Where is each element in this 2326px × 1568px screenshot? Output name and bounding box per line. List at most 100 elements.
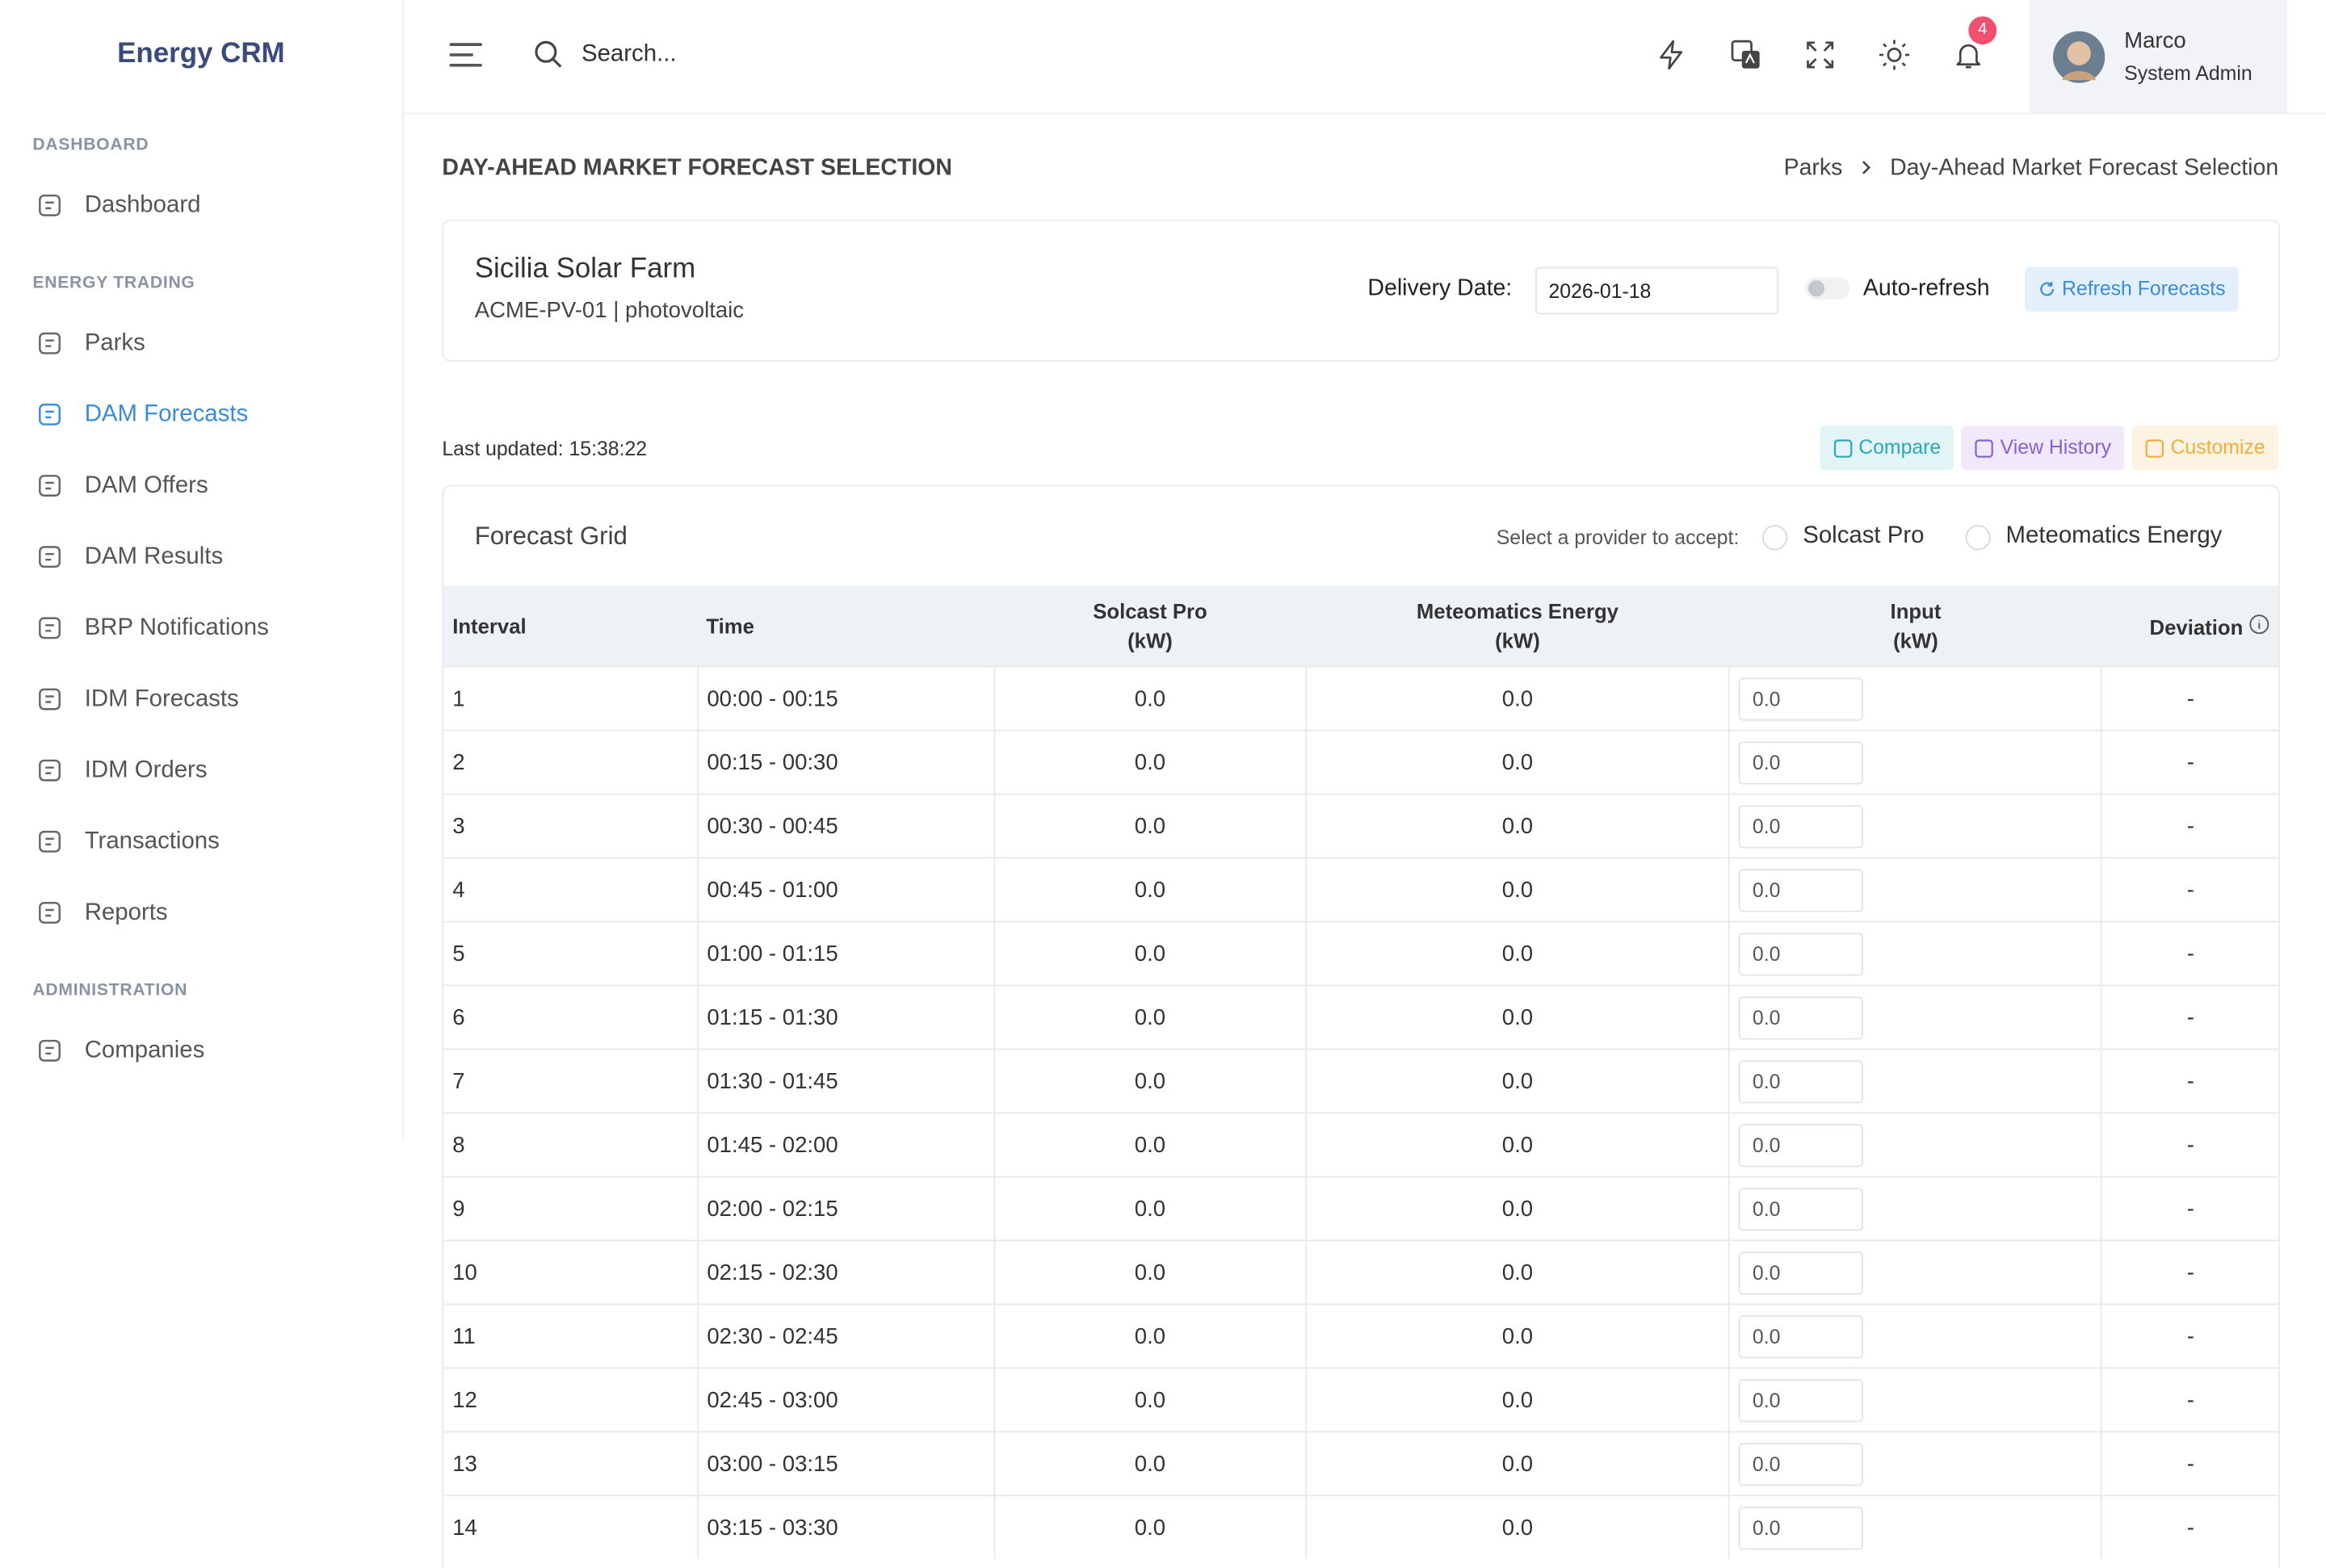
auto-refresh-toggle[interactable] [1805,277,1850,300]
time: 00:00 - 00:15 [707,685,838,711]
table-cell: 7 [443,1048,698,1113]
table-cell: 0.0 [1304,920,1730,986]
table-cell: - [2101,1239,2279,1305]
delivery-date-input[interactable] [1535,266,1779,315]
meteomatics-value: 0.0 [1501,877,1534,903]
nav-item-label: Reports [84,899,168,925]
input-cell[interactable] [1739,1187,1864,1231]
quick-action[interactable] [1656,39,1688,71]
column-unit: (kW) [1893,628,1938,653]
input-cell[interactable] [1739,1059,1864,1103]
input-cell[interactable] [1739,1123,1864,1167]
input-cell[interactable] [1739,1506,1864,1549]
interval: 6 [452,1004,465,1030]
column-header: Meteomatics Energy (kW) [1305,585,1730,667]
nav-item[interactable]: IDM Orders [36,757,208,785]
breadcrumb[interactable]: Parks [1783,155,1843,182]
table-cell: - [2101,1048,2279,1113]
input-cell[interactable] [1739,677,1864,720]
nav-item-label: DAM Offers [84,472,208,498]
table-cell: 0.0 [1304,793,1730,858]
time: 02:00 - 02:15 [707,1196,838,1222]
table-cell: 0.0 [993,1239,1306,1305]
input-cell[interactable] [1739,1442,1864,1486]
provider-radio[interactable] [1965,524,1992,550]
action-button[interactable]: View History [1961,426,2125,471]
input-cell[interactable] [1739,1251,1864,1294]
input-cell[interactable] [1739,1378,1864,1422]
table-cell: 0.0 [993,1367,1306,1432]
table-cell: 0.0 [993,1495,1306,1559]
table-cell: 0.0 [993,1431,1306,1496]
input-cell[interactable] [1739,804,1864,848]
table-cell: 02:00 - 02:15 [696,1176,995,1241]
solcast-value: 0.0 [1134,941,1166,966]
table-cell: 13 [443,1431,698,1496]
table-cell: - [2101,1431,2279,1496]
input-cell[interactable] [1739,932,1864,975]
table-row: 10 02:15 - 02:30 0.0 0.0 - [443,1239,2279,1305]
time: 00:30 - 00:45 [707,813,838,839]
meteomatics-value: 0.0 [1501,941,1534,966]
table-row: 2 00:15 - 00:30 0.0 0.0 - [443,729,2279,794]
table-row: 1 00:00 - 00:15 0.0 0.0 - [443,665,2279,731]
nav-item[interactable]: DAM Offers [36,472,208,500]
nav-item[interactable]: Transactions [36,828,220,856]
nav-icon [39,403,61,426]
solcast-value: 0.0 [1134,1323,1166,1349]
action-button[interactable]: Customize [2131,426,2279,471]
nav-item[interactable]: Reports [36,899,168,927]
time: 02:45 - 03:00 [707,1387,838,1413]
input-cell[interactable] [1739,868,1864,912]
table-cell: 0.0 [993,793,1306,858]
nav-item[interactable]: Dashboard [36,191,200,220]
meteomatics-value: 0.0 [1501,1068,1534,1094]
table-cell: 0.0 [1304,1112,1730,1177]
table-cell: - [2101,1112,2279,1177]
avatar [2052,31,2106,83]
solcast-value: 0.0 [1134,877,1166,903]
table-cell [1728,984,2102,1050]
table-row: 5 01:00 - 01:15 0.0 0.0 - [443,920,2279,986]
refresh-button-label: Refresh Forecasts [2062,277,2226,300]
input-cell[interactable] [1739,740,1864,784]
theme-toggle[interactable] [1878,39,1910,71]
table-cell: 02:30 - 02:45 [696,1303,995,1369]
search-input[interactable] [578,40,1030,70]
table-cell: 0.0 [993,984,1306,1050]
deviation: - [2186,749,2194,775]
fullscreen[interactable] [1803,39,1836,71]
language[interactable] [1730,39,1762,71]
table-row: 12 02:45 - 03:00 0.0 0.0 - [443,1367,2279,1432]
table-cell: 6 [443,984,698,1050]
table-cell: 02:45 - 03:00 [696,1367,995,1432]
input-cell[interactable] [1739,1314,1864,1358]
table-cell: 2 [443,729,698,794]
meteomatics-value: 0.0 [1501,1196,1534,1222]
interval: 11 [452,1323,476,1349]
nav-item[interactable]: IDM Forecasts [36,685,239,714]
deviation: - [2186,1451,2194,1477]
provider-radio[interactable] [1762,524,1788,550]
meteomatics-value: 0.0 [1501,1260,1534,1285]
nav-item[interactable]: Parks [36,329,145,358]
nav-item[interactable]: Companies [36,1037,204,1065]
interval: 5 [452,941,465,966]
input-cell[interactable] [1739,996,1864,1039]
table-cell: 0.0 [1304,1239,1730,1305]
nav-item[interactable]: BRP Notifications [36,614,269,642]
table-cell: 0.0 [1304,729,1730,794]
deviation: - [2186,1196,2194,1222]
time: 02:15 - 02:30 [707,1260,838,1285]
table-cell: 0.0 [1304,1048,1730,1113]
nav-item[interactable]: DAM Results [36,543,223,571]
user-menu[interactable]: Marco System Admin [2029,0,2288,113]
table-cell [1728,1367,2102,1432]
nav-item[interactable]: DAM Forecasts [36,400,248,429]
refresh-button[interactable]: Refresh Forecasts [2025,266,2240,312]
action-button[interactable]: Compare [1820,426,1954,471]
solcast-value: 0.0 [1134,1196,1166,1222]
menu-toggle[interactable] [448,40,484,70]
notifications[interactable] [1952,39,1984,71]
